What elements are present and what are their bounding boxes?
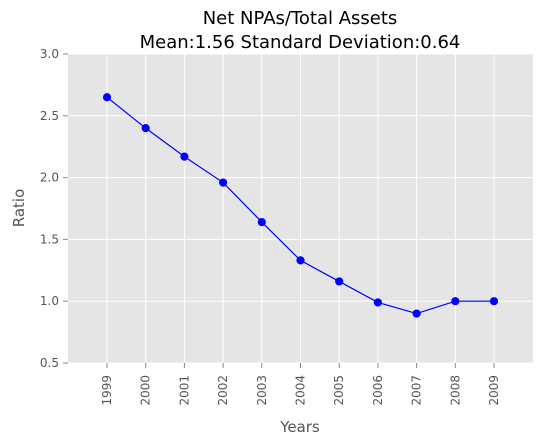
y-axis-ticks: 0.5 1.0 1.5 2.0 2.5 3.0 (40, 47, 68, 370)
y-tick-label: 2.0 (40, 171, 59, 185)
chart-title: Net NPAs/Total Assets (203, 8, 398, 29)
x-axis-label: Years (279, 418, 320, 436)
data-point (451, 297, 460, 306)
x-tick-label: 2003 (255, 375, 269, 406)
y-tick-label: 1.5 (40, 232, 59, 246)
series-group (102, 93, 499, 318)
data-point (219, 178, 228, 187)
x-tick-label: 2006 (371, 375, 385, 406)
x-axis-ticks: 1999 2000 2001 2002 2003 2004 2005 2006 2007 2008… (100, 363, 501, 406)
x-tick-label: 1999 (100, 375, 114, 406)
data-point (373, 298, 382, 307)
grid-lines (68, 53, 533, 364)
y-tick-label: 0.5 (40, 356, 59, 370)
x-tick-label: 2009 (487, 375, 501, 406)
data-point (141, 124, 150, 133)
data-point (412, 309, 421, 318)
data-point (180, 152, 189, 161)
y-axis-label: Ratio (10, 189, 28, 228)
x-tick-label: 2007 (410, 375, 424, 406)
x-tick-label: 2000 (139, 375, 153, 406)
data-point (489, 297, 499, 306)
y-tick-label: 2.5 (40, 109, 59, 123)
x-tick-label: 2001 (177, 375, 191, 406)
data-point (257, 217, 266, 227)
data-point (335, 277, 344, 286)
y-tick-label: 3.0 (40, 47, 59, 61)
x-tick-label: 2004 (294, 375, 308, 406)
x-tick-label: 2008 (448, 375, 462, 406)
chart-subtitle: Mean:1.56 Standard Deviation:0.64 (140, 32, 461, 53)
data-point (102, 93, 112, 102)
x-tick-label: 2005 (332, 375, 346, 406)
x-tick-label: 2002 (216, 375, 230, 406)
y-tick-label: 1.0 (40, 294, 59, 308)
data-point (296, 256, 305, 265)
